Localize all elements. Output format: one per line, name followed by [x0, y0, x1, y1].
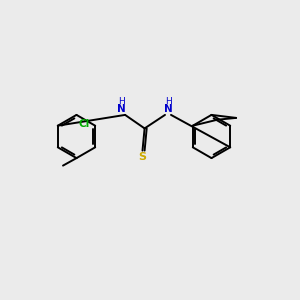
Text: N: N: [117, 104, 126, 115]
Text: H: H: [118, 97, 125, 106]
Text: N: N: [164, 104, 172, 115]
Text: S: S: [139, 152, 146, 162]
Text: Cl: Cl: [79, 119, 90, 129]
Text: H: H: [165, 97, 171, 106]
